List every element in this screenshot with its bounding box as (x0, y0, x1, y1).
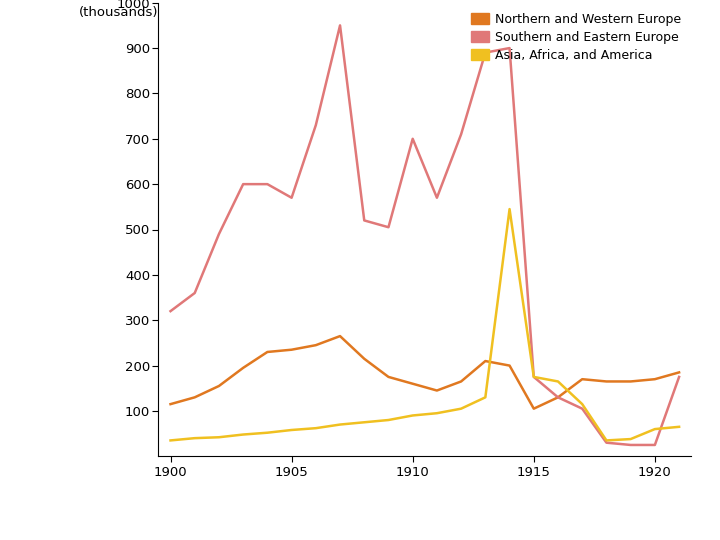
Text: ALWAYS LEARNING: ALWAYS LEARNING (22, 515, 119, 525)
Text: PEARSON: PEARSON (594, 510, 698, 529)
Text: (thousands): (thousands) (78, 5, 158, 18)
Legend: Northern and Western Europe, Southern and Eastern Europe, Asia, Africa, and Amer: Northern and Western Europe, Southern an… (467, 9, 685, 65)
